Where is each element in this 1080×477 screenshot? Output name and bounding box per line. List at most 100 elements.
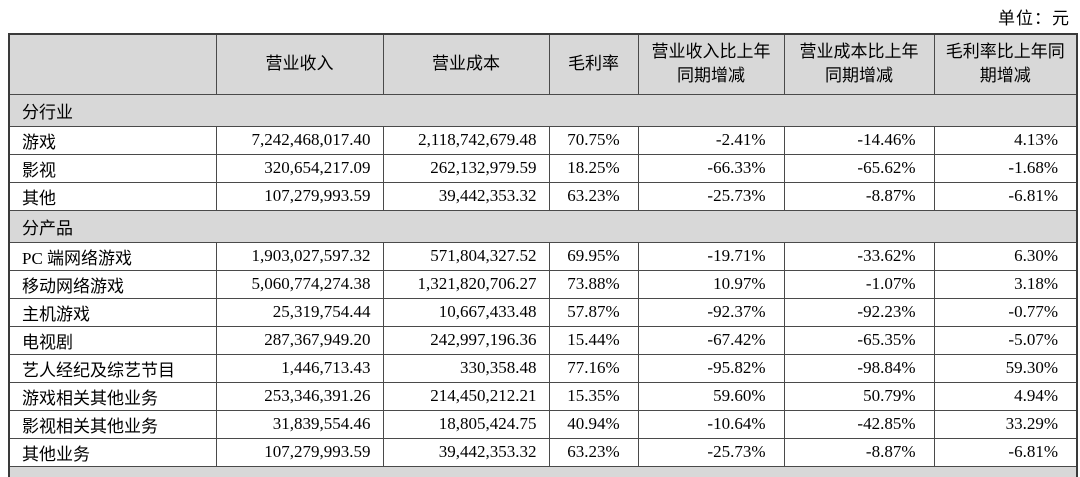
table-row: 其他 107,279,993.59 39,442,353.32 63.23% -25.7… (8, 181, 1078, 211)
gross-margin-yoy-cell: -6.81% (933, 437, 1078, 467)
cost-cell: 214,450,212.21 (382, 381, 550, 411)
revenue-cell: 107,279,993.59 (215, 437, 384, 467)
cost-cell: 262,132,979.59 (382, 153, 550, 183)
cost-cell: 39,442,353.32 (382, 437, 550, 467)
revenue-breakdown-table: 营业收入 营业成本 毛利率 营业收入比上年同期增减 营业成本比上年同期增减 毛利… (8, 33, 1078, 477)
gross-margin-cell: 70.75% (548, 125, 639, 155)
gross-margin-yoy-cell: 4.13% (933, 125, 1078, 155)
cost-yoy-cell: 50.79% (783, 381, 935, 411)
table-row: 其他业务 107,279,993.59 39,442,353.32 63.23% -25… (8, 437, 1078, 467)
revenue-cell: 107,279,993.59 (215, 181, 384, 211)
cost-yoy-cell: -42.85% (783, 409, 935, 439)
cost-yoy-cell: -65.35% (783, 325, 935, 355)
revenue-cell: 1,903,027,597.32 (215, 241, 384, 271)
header-cost: 营业成本 (382, 33, 550, 95)
revenue-yoy-cell: -92.37% (637, 297, 785, 327)
cost-cell: 10,667,433.48 (382, 297, 550, 327)
cost-yoy-cell: -33.62% (783, 241, 935, 271)
cost-cell: 39,442,353.32 (382, 181, 550, 211)
row-category-cell: 艺人经纪及综艺节目 (8, 353, 217, 383)
revenue-cell: 253,346,391.26 (215, 381, 384, 411)
row-category-cell: 其他 (8, 181, 217, 211)
table-row: 游戏 7,242,468,017.40 2,118,742,679.48 70.75%… (8, 125, 1078, 155)
row-category-cell: 游戏 (8, 125, 217, 155)
row-category-cell: 影视相关其他业务 (8, 409, 217, 439)
section-header-row: 分产品 (8, 209, 1078, 243)
table-row: 移动网络游戏 5,060,774,274.38 1,321,820,706.27 73… (8, 269, 1078, 299)
cost-cell: 1,321,820,706.27 (382, 269, 550, 299)
gross-margin-yoy-cell: 33.29% (933, 409, 1078, 439)
cost-cell: 571,804,327.52 (382, 241, 550, 271)
table-row: 游戏相关其他业务 253,346,391.26 214,450,212.21 15.3… (8, 381, 1078, 411)
gross-margin-cell: 63.23% (548, 437, 639, 467)
revenue-yoy-cell: -67.42% (637, 325, 785, 355)
row-category-cell: PC 端网络游戏 (8, 241, 217, 271)
revenue-yoy-cell: -19.71% (637, 241, 785, 271)
gross-margin-cell: 73.88% (548, 269, 639, 299)
gross-margin-yoy-cell: -6.81% (933, 181, 1078, 211)
row-category-cell: 其他业务 (8, 437, 217, 467)
gross-margin-yoy-cell: -0.77% (933, 297, 1078, 327)
cost-yoy-cell: -8.87% (783, 437, 935, 467)
header-gross-margin-yoy: 毛利率比上年同期增减 (933, 33, 1078, 95)
gross-margin-cell: 77.16% (548, 353, 639, 383)
cost-yoy-cell: -1.07% (783, 269, 935, 299)
cost-yoy-cell: -65.62% (783, 153, 935, 183)
revenue-yoy-cell: -25.73% (637, 181, 785, 211)
header-cost-yoy: 营业成本比上年同期增减 (783, 33, 935, 95)
revenue-cell: 5,060,774,274.38 (215, 269, 384, 299)
gross-margin-yoy-cell: -5.07% (933, 325, 1078, 355)
revenue-cell: 31,839,554.46 (215, 409, 384, 439)
gross-margin-cell: 18.25% (548, 153, 639, 183)
gross-margin-yoy-cell: 4.94% (933, 381, 1078, 411)
cost-cell: 330,358.48 (382, 353, 550, 383)
gross-margin-cell: 15.35% (548, 381, 639, 411)
revenue-cell: 1,446,713.43 (215, 353, 384, 383)
revenue-yoy-cell: -25.73% (637, 437, 785, 467)
gross-margin-cell: 69.95% (548, 241, 639, 271)
cost-yoy-cell: -14.46% (783, 125, 935, 155)
gross-margin-cell: 57.87% (548, 297, 639, 327)
cost-cell: 2,118,742,679.48 (382, 125, 550, 155)
partial-next-section-cell (8, 465, 1078, 477)
table-row: 主机游戏 25,319,754.44 10,667,433.48 57.87% -92.… (8, 297, 1078, 327)
revenue-yoy-cell: 59.60% (637, 381, 785, 411)
gross-margin-yoy-cell: -1.68% (933, 153, 1078, 183)
table-row: PC 端网络游戏 1,903,027,597.32 571,804,327.52 69… (8, 241, 1078, 271)
gross-margin-yoy-cell: 59.30% (933, 353, 1078, 383)
table-header-row: 营业收入 营业成本 毛利率 营业收入比上年同期增减 营业成本比上年同期增减 毛利… (8, 33, 1078, 95)
row-category-cell: 电视剧 (8, 325, 217, 355)
revenue-yoy-cell: -66.33% (637, 153, 785, 183)
header-revenue-yoy: 营业收入比上年同期增减 (637, 33, 785, 95)
revenue-yoy-cell: -10.64% (637, 409, 785, 439)
row-category-cell: 影视 (8, 153, 217, 183)
table-row: 影视 320,654,217.09 262,132,979.59 18.25% -66.… (8, 153, 1078, 183)
revenue-cell: 320,654,217.09 (215, 153, 384, 183)
gross-margin-yoy-cell: 3.18% (933, 269, 1078, 299)
cost-cell: 242,997,196.36 (382, 325, 550, 355)
gross-margin-yoy-cell: 6.30% (933, 241, 1078, 271)
revenue-cell: 7,242,468,017.40 (215, 125, 384, 155)
row-category-cell: 主机游戏 (8, 297, 217, 327)
header-revenue: 营业收入 (215, 33, 384, 95)
table-row: 影视相关其他业务 31,839,554.46 18,805,424.75 40.94%… (8, 409, 1078, 439)
revenue-yoy-cell: -2.41% (637, 125, 785, 155)
cost-cell: 18,805,424.75 (382, 409, 550, 439)
header-gross-margin: 毛利率 (548, 33, 639, 95)
cost-yoy-cell: -92.23% (783, 297, 935, 327)
table-row: 电视剧 287,367,949.20 242,997,196.36 15.44% -67… (8, 325, 1078, 355)
section-title: 分产品 (8, 209, 1078, 243)
section-header-row: 分行业 (8, 93, 1078, 127)
revenue-cell: 25,319,754.44 (215, 297, 384, 327)
revenue-cell: 287,367,949.20 (215, 325, 384, 355)
partial-next-section-row (8, 465, 1078, 477)
gross-margin-cell: 15.44% (548, 325, 639, 355)
section-title: 分行业 (8, 93, 1078, 127)
gross-margin-cell: 40.94% (548, 409, 639, 439)
cost-yoy-cell: -98.84% (783, 353, 935, 383)
revenue-yoy-cell: -95.82% (637, 353, 785, 383)
row-category-cell: 游戏相关其他业务 (8, 381, 217, 411)
cost-yoy-cell: -8.87% (783, 181, 935, 211)
gross-margin-cell: 63.23% (548, 181, 639, 211)
